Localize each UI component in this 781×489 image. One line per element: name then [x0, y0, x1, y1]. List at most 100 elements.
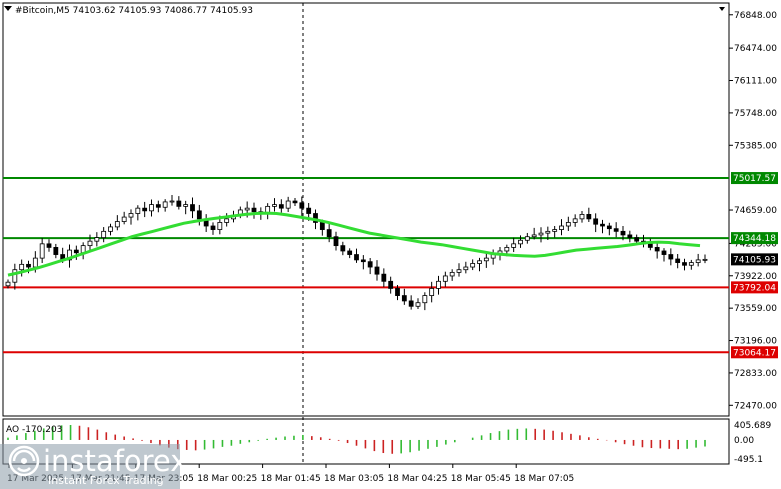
ma-layer [7, 211, 701, 277]
candle-bull [518, 239, 523, 245]
candle-bull [436, 280, 441, 289]
moving-average-line [7, 211, 701, 277]
level-tag-label: 75017.57 [733, 174, 776, 184]
candle-bull [524, 236, 530, 241]
candle-bear [333, 236, 339, 247]
candle-bear [354, 254, 359, 261]
candle-bear [593, 218, 599, 225]
price-tick-label: 76848.00 [734, 11, 777, 21]
candle-bear [319, 222, 325, 230]
candle-bull [422, 295, 428, 304]
scroll-down-icon[interactable] [719, 7, 725, 11]
candle-bear [340, 245, 346, 252]
candle-bear [292, 200, 298, 204]
time-tick-label: 18 Mar 01:45 [261, 474, 321, 484]
candle-bull [285, 200, 291, 209]
candle-bull [135, 207, 141, 214]
price-tick-label: 72470.00 [734, 401, 777, 411]
candle-bull [39, 243, 45, 259]
candle-bear [306, 207, 312, 214]
candle-bull [552, 229, 558, 232]
candle-bear [299, 202, 305, 209]
candle-bull [538, 232, 544, 236]
candle-bear [381, 273, 387, 282]
candle-bear [395, 288, 400, 296]
price-tick-label: 74659.00 [734, 206, 777, 216]
candle-bull [67, 249, 72, 261]
price-tick-label: 74285.00 [734, 239, 777, 249]
candle-bull [244, 207, 250, 211]
symbol-dropdown-icon[interactable] [4, 6, 12, 11]
candle-bull [94, 237, 100, 242]
candle-bull [504, 247, 510, 252]
price-tick-label: 76111.00 [734, 77, 777, 87]
candle-bull [149, 204, 154, 212]
price-tick-label: 72833.00 [734, 369, 777, 379]
ao-axis: 405.689 0.00 -495.1 [734, 421, 771, 465]
candle-bull [19, 263, 25, 271]
candle-bull [572, 218, 578, 223]
ao-tick-label: 0.00 [734, 436, 754, 446]
candle-bear [401, 295, 407, 302]
logo-brand: instaforex [43, 444, 187, 478]
level-tag-label: 74344.18 [733, 234, 776, 244]
time-tick-label: 18 Mar 05:45 [451, 474, 511, 484]
candle-bull [87, 240, 93, 247]
candle-bull [162, 201, 168, 208]
candle-bear [620, 230, 626, 236]
candle-bear [251, 207, 257, 213]
candle-bull [449, 271, 455, 277]
candles-layer [5, 194, 708, 311]
candle-bear [627, 234, 633, 238]
main-plot-frame [2, 2, 730, 417]
candle-bull [695, 259, 701, 263]
candle-bear [142, 207, 148, 212]
ao-tick-label: 405.689 [734, 421, 771, 431]
levels-layer [3, 177, 729, 354]
level-tag-support [731, 281, 778, 294]
candle-bull [415, 302, 421, 307]
candle-bear [586, 214, 592, 220]
candle-bull [224, 218, 230, 223]
candle-bear [210, 225, 216, 230]
candle-bull [32, 257, 38, 268]
candle-bear [668, 254, 674, 260]
level-tag-resistance [731, 172, 778, 185]
candle-bear [53, 247, 59, 255]
level-tag-resistance [731, 232, 778, 245]
candle-bear [278, 204, 284, 209]
candle-bull [169, 200, 175, 203]
level-tag-support [731, 346, 778, 359]
price-tick-label: 75748.00 [734, 109, 777, 119]
candle-bull [470, 263, 476, 268]
candle-bull [688, 262, 694, 266]
ao-tick-label: -495.1 [734, 455, 763, 465]
price-tick-label: 73196.00 [734, 337, 777, 347]
candle-bull [5, 281, 11, 287]
tags-layer: 75017.57 74344.18 73792.04 73064.17 74105.93 [731, 172, 778, 359]
candle-bull [483, 257, 489, 262]
candle-bull [217, 222, 223, 230]
candle-bull [531, 234, 537, 238]
candle-bear [26, 263, 31, 268]
logo-tagline: Instant Forex Trading [48, 474, 164, 487]
candle-bear [190, 204, 195, 212]
candle-bear [326, 229, 332, 238]
candle-bear [634, 237, 640, 242]
price-tick-label: 75385.00 [734, 141, 777, 151]
candle-bear [388, 280, 394, 289]
candle-bear [374, 266, 380, 275]
candle-bull [108, 226, 113, 232]
time-tick-label: 18 Mar 07:05 [514, 474, 574, 484]
level-tag-label: 73792.04 [733, 283, 776, 293]
current-price-tag [731, 253, 778, 266]
candle-bear [46, 243, 52, 248]
candle-bull [183, 204, 189, 207]
candle-bull [579, 214, 585, 220]
price-tick-label: 73922.00 [734, 272, 777, 282]
candle-bull [128, 213, 134, 218]
candle-bull [511, 243, 517, 248]
candle-bull [477, 260, 482, 264]
time-tick-label: 18 Mar 00:25 [197, 474, 257, 484]
